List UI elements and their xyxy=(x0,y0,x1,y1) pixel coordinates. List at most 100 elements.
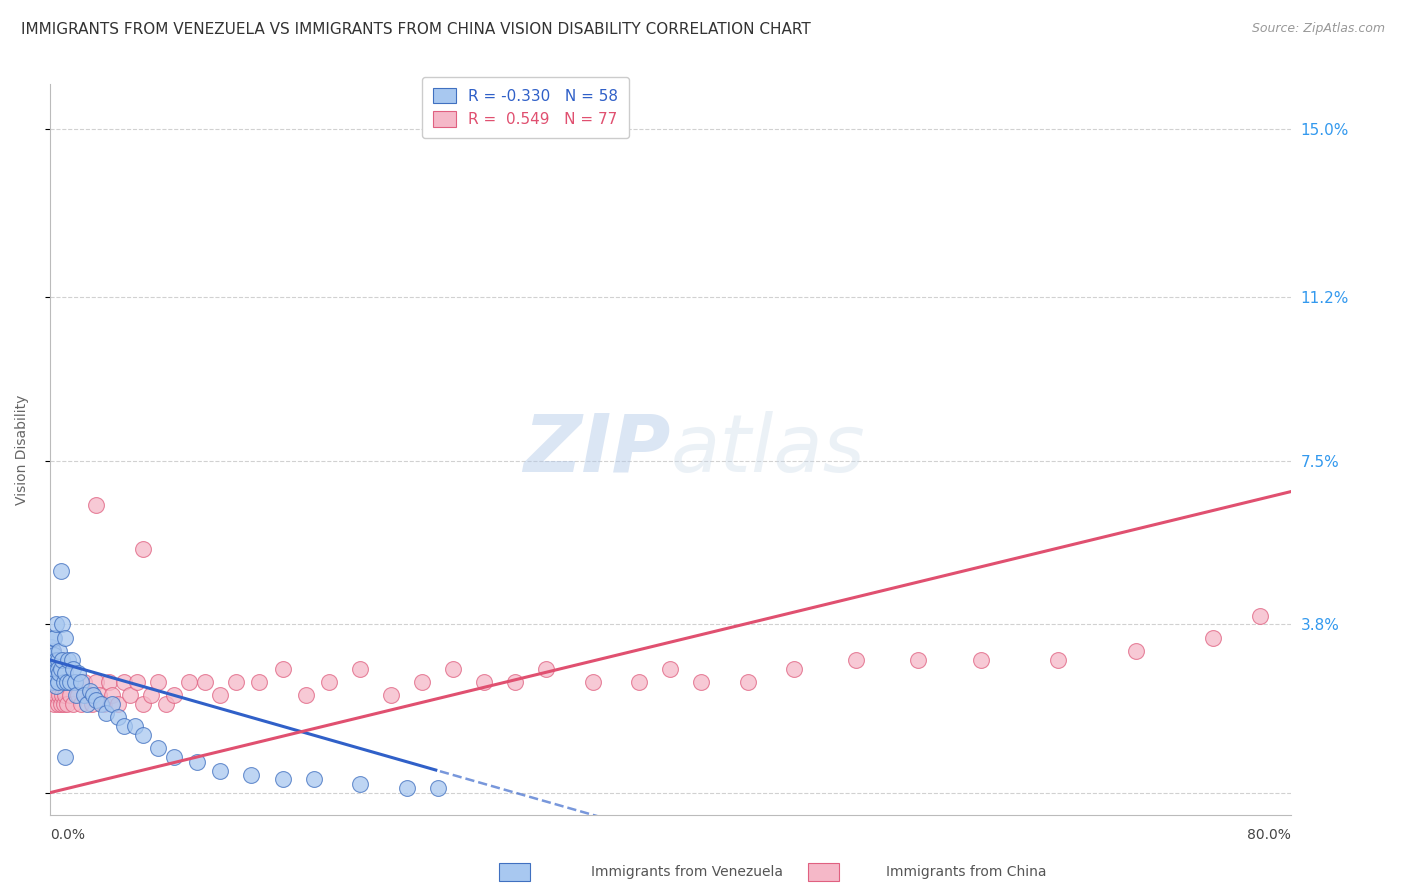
Point xyxy=(194,675,217,690)
Text: 80.0%: 80.0% xyxy=(1247,828,1291,842)
Point xyxy=(112,675,135,690)
Text: Source: ZipAtlas.com: Source: ZipAtlas.com xyxy=(1251,22,1385,36)
Point xyxy=(148,675,170,690)
Point xyxy=(80,697,103,711)
Point xyxy=(101,697,124,711)
Point xyxy=(51,653,73,667)
Point xyxy=(41,640,63,654)
Point xyxy=(247,675,270,690)
Point xyxy=(53,750,76,764)
Point xyxy=(45,671,67,685)
Point xyxy=(1125,644,1147,658)
Point xyxy=(89,688,111,702)
Point xyxy=(209,688,232,702)
Point xyxy=(46,662,69,676)
Point xyxy=(628,675,651,690)
Point xyxy=(441,662,464,676)
Point xyxy=(51,653,73,667)
Point xyxy=(225,675,247,690)
Point xyxy=(318,675,340,690)
Point xyxy=(41,653,63,667)
Point xyxy=(46,653,69,667)
Point xyxy=(209,764,232,778)
Legend: R = -0.330   N = 58, R =  0.549   N = 77: R = -0.330 N = 58, R = 0.549 N = 77 xyxy=(422,77,628,138)
Point xyxy=(59,688,82,702)
Point xyxy=(1202,631,1225,645)
Point xyxy=(163,688,186,702)
Y-axis label: Vision Disability: Vision Disability xyxy=(15,394,30,505)
Point xyxy=(148,741,170,756)
Text: atlas: atlas xyxy=(671,410,865,489)
Point xyxy=(46,675,69,690)
Point xyxy=(60,653,83,667)
Point xyxy=(44,671,66,685)
Point xyxy=(65,688,87,702)
Point xyxy=(271,772,294,787)
Point xyxy=(186,755,208,769)
Point xyxy=(45,688,67,702)
Point xyxy=(737,675,759,690)
Point xyxy=(44,631,66,645)
Point xyxy=(179,675,201,690)
Point xyxy=(42,675,65,690)
Point xyxy=(77,688,100,702)
Point xyxy=(51,688,73,702)
Point xyxy=(49,697,72,711)
Point xyxy=(44,675,66,690)
Point xyxy=(101,688,124,702)
Point xyxy=(51,617,73,632)
Point xyxy=(44,648,66,663)
Point xyxy=(73,688,96,702)
Point xyxy=(139,688,162,702)
Point xyxy=(58,653,80,667)
Point xyxy=(86,675,108,690)
Point xyxy=(52,697,75,711)
Point xyxy=(49,662,72,676)
Point xyxy=(41,675,63,690)
Point xyxy=(45,653,67,667)
Point xyxy=(534,662,557,676)
Point xyxy=(120,688,142,702)
Point xyxy=(48,662,70,676)
Point xyxy=(163,750,186,764)
Point xyxy=(659,662,682,676)
Point xyxy=(53,666,76,681)
Point xyxy=(97,675,120,690)
Point xyxy=(503,675,526,690)
Text: 0.0%: 0.0% xyxy=(49,828,84,842)
Point xyxy=(380,688,402,702)
Point xyxy=(124,719,146,733)
Point xyxy=(45,617,67,632)
Point xyxy=(73,675,96,690)
Point xyxy=(783,662,806,676)
Point xyxy=(45,680,67,694)
Point xyxy=(112,719,135,733)
Point xyxy=(52,675,75,690)
Point xyxy=(76,697,98,711)
Point xyxy=(349,777,371,791)
Point xyxy=(93,697,115,711)
Point xyxy=(294,688,316,702)
Point xyxy=(690,675,713,690)
Point xyxy=(49,675,72,690)
Point xyxy=(125,675,148,690)
Point xyxy=(86,498,108,512)
Point xyxy=(86,692,108,706)
Point xyxy=(411,675,433,690)
Point xyxy=(1249,608,1271,623)
Point xyxy=(395,781,418,796)
Point xyxy=(66,688,89,702)
Point xyxy=(53,688,76,702)
Point xyxy=(426,781,449,796)
Point xyxy=(845,653,868,667)
Point xyxy=(48,644,70,658)
Point xyxy=(62,662,84,676)
Point xyxy=(60,675,83,690)
Point xyxy=(45,653,67,667)
Point xyxy=(240,768,263,782)
Point xyxy=(53,662,76,676)
Point xyxy=(349,662,371,676)
Point xyxy=(132,697,155,711)
Point xyxy=(132,542,155,557)
Point xyxy=(48,666,70,681)
